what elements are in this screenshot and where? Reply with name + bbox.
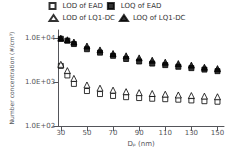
svg-text:70: 70 bbox=[109, 129, 118, 137]
svg-text:LOQ of EAD: LOQ of EAD bbox=[121, 2, 161, 10]
svg-text:LOD of LQ1-DC: LOD of LQ1-DC bbox=[63, 14, 116, 22]
svg-text:110: 110 bbox=[159, 129, 172, 137]
svg-text:1.0E+04: 1.0E+04 bbox=[25, 34, 56, 42]
svg-text:Number concentration (#/cm³): Number concentration (#/cm³) bbox=[8, 32, 15, 125]
svg-text:90: 90 bbox=[135, 129, 144, 137]
svg-text:LOD of EAD: LOD of EAD bbox=[63, 2, 103, 10]
svg-text:50: 50 bbox=[82, 129, 91, 137]
svg-text:LOQ of LQ1-DC: LOQ of LQ1-DC bbox=[133, 14, 186, 22]
svg-text:1.0E+02: 1.0E+02 bbox=[25, 122, 55, 130]
svg-text:130: 130 bbox=[185, 129, 198, 137]
svg-text:150: 150 bbox=[211, 129, 224, 137]
svg-text:1.0E+03: 1.0E+03 bbox=[25, 78, 55, 86]
svg-text:30: 30 bbox=[56, 129, 65, 137]
svg-text:Dₚ (nm): Dₚ (nm) bbox=[127, 140, 155, 148]
